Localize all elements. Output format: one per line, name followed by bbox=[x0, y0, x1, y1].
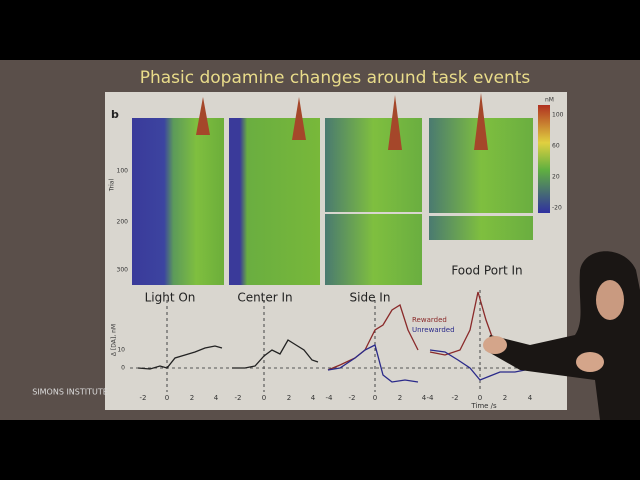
panel-letter: b bbox=[111, 108, 119, 121]
heatmap-tick-label: 100 bbox=[117, 168, 129, 175]
heatmap bbox=[325, 118, 422, 212]
x-tick-label: -2 bbox=[235, 394, 242, 402]
x-tick-label: 4 bbox=[311, 394, 316, 402]
legend-entry: Unrewarded bbox=[412, 326, 455, 334]
x-tick-label: -4 bbox=[326, 394, 334, 402]
colorbar-tick-label: 60 bbox=[552, 143, 560, 150]
slide-title: Phasic dopamine changes around task even… bbox=[140, 68, 531, 88]
x-tick-label: -2 bbox=[452, 394, 459, 402]
heatmap-tick-label: 300 bbox=[117, 267, 129, 274]
x-tick-label: 4 bbox=[214, 394, 219, 402]
heatmap bbox=[229, 118, 320, 285]
heatmap bbox=[325, 214, 422, 285]
heatmap-tick-label: 200 bbox=[117, 219, 129, 226]
peaks bbox=[196, 93, 488, 150]
x-tick-label: 2 bbox=[503, 394, 507, 402]
x-tick-label: -4 bbox=[427, 394, 435, 402]
x-axis-label: Time /s bbox=[470, 402, 497, 410]
logo: SIMONS INSTITUTE bbox=[32, 388, 108, 397]
legend-entry: Rewarded bbox=[412, 316, 447, 324]
x-tick-label: 0 bbox=[165, 394, 169, 402]
panel-title: Center In bbox=[237, 291, 292, 305]
trace-axis-label: Δ [DA], nM bbox=[111, 324, 118, 356]
x-tick-label: 0 bbox=[262, 394, 266, 402]
x-tick-label: 4 bbox=[528, 394, 533, 402]
event-lines bbox=[166, 290, 481, 392]
x-tick-label: 0 bbox=[373, 394, 377, 402]
heatmap bbox=[132, 118, 224, 285]
x-tick-label: -2 bbox=[349, 394, 356, 402]
colorbar-tick-label: -20 bbox=[552, 205, 562, 212]
presenter-hand bbox=[483, 336, 507, 354]
x-tick-label: -2 bbox=[140, 394, 147, 402]
x-tick-label: 2 bbox=[398, 394, 402, 402]
heatmap bbox=[429, 216, 533, 240]
colorbar-tick-label: 100 bbox=[552, 112, 564, 119]
colorbar-tick-label: 20 bbox=[552, 174, 560, 181]
presenter-hand bbox=[576, 352, 604, 372]
presenter-face bbox=[596, 280, 624, 320]
y-tick-label: 0 bbox=[121, 365, 125, 372]
x-tick-label: 4 bbox=[422, 394, 427, 402]
x-tick-label: 0 bbox=[478, 394, 482, 402]
x-tick-label: 2 bbox=[190, 394, 194, 402]
x-tick-label: 2 bbox=[287, 394, 291, 402]
colorbar bbox=[538, 105, 550, 213]
panel-title: Side In bbox=[350, 291, 391, 305]
traces bbox=[137, 291, 526, 383]
y-tick-label: 10 bbox=[117, 347, 125, 354]
panel-title: Food Port In bbox=[451, 264, 522, 278]
heatmap-axis-label: Trial bbox=[109, 179, 116, 193]
panel-title: Light On bbox=[145, 291, 196, 305]
colorbar-unit: nM bbox=[545, 97, 554, 104]
